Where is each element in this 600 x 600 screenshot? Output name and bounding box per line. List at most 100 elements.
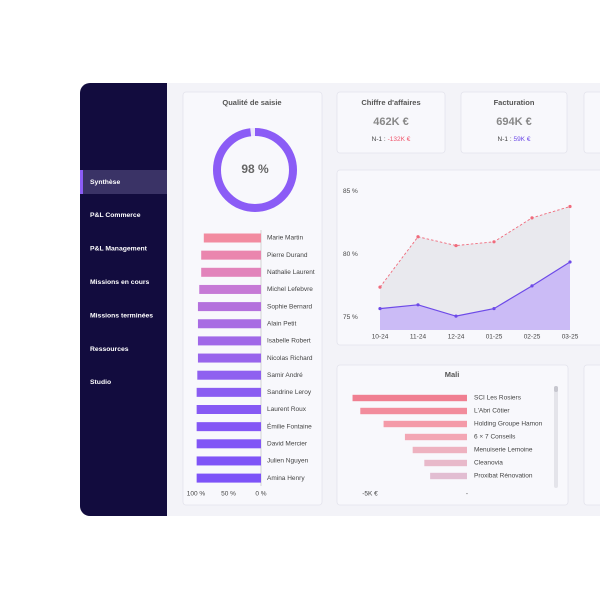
bar (430, 472, 467, 480)
row-label: Menuiserie Lemoine (474, 447, 533, 454)
kpi-n1: N-1 : 59K € (498, 136, 531, 143)
y-tick-label: 75 % (343, 314, 358, 321)
row-label: Isabelle Robert (267, 338, 311, 345)
kpi-value: 694K € (496, 116, 531, 128)
x-tick-label: 0 % (255, 491, 266, 498)
bar (412, 446, 467, 454)
bar (424, 459, 467, 467)
x-tick-label: 11-24 (410, 334, 427, 341)
row-label: Samir André (267, 372, 303, 379)
y-tick-label: 85 % (343, 188, 358, 195)
x-tick-label: -5K € (362, 491, 378, 498)
menu: Synthèse P&L Commerce P&L Management Missio… (80, 170, 167, 386)
point (530, 216, 534, 220)
menu-item[interactable]: Studio (90, 379, 111, 386)
side-panel (583, 364, 600, 506)
kpi-panel (460, 91, 568, 154)
bar (197, 353, 261, 363)
row-label: Sophie Bernard (267, 303, 313, 310)
kpi-n1: N-1 : -132K € (372, 136, 411, 143)
n1-label: N-1 : (498, 136, 512, 143)
menu-item[interactable]: Ressources (90, 346, 129, 353)
x-tick-label: 01-25 (486, 334, 503, 341)
kpi-title: Facturation (494, 98, 535, 107)
n1-label: N-1 : (372, 136, 386, 143)
kpi-title: Chiffre d'affaires (361, 98, 420, 107)
row-label: Alain Petit (267, 320, 296, 327)
bar (196, 473, 261, 483)
row-label: Émilie Fontaine (267, 421, 312, 430)
bar (197, 302, 261, 312)
bar (201, 250, 261, 260)
area (380, 261, 570, 330)
menu-item[interactable]: Synthèse (90, 179, 120, 186)
n1-value: 59K € (513, 136, 530, 143)
x-tick-label: 10-24 (372, 334, 389, 341)
row-label: David Mercier (267, 441, 308, 448)
sidebar (80, 83, 167, 516)
x-tick-label: 03-25 (562, 334, 579, 341)
gauge-arc (213, 128, 297, 212)
bar (196, 405, 261, 414)
menu-item[interactable]: P&L Commerce (90, 212, 141, 219)
row-label: Julien Nguyen (267, 458, 309, 465)
row-label: Sandrine Leroy (267, 389, 312, 396)
bar (383, 420, 467, 428)
quality-title: Qualité de saisie (222, 98, 281, 107)
menu-item[interactable]: Missions en cours (90, 279, 150, 286)
menu-item[interactable]: P&L Management (90, 246, 148, 253)
row-label: Laurent Roux (267, 406, 307, 413)
bar (196, 387, 261, 397)
kpi-value: 462K € (373, 116, 408, 128)
point (416, 235, 420, 239)
x-tick-label: 100 % (187, 491, 206, 498)
row-label: L'Abri Côtier (474, 408, 510, 415)
row-label: Nicolas Richard (267, 355, 313, 362)
n1-value: -132K € (388, 136, 411, 143)
bar (360, 407, 467, 415)
row-label: SCI Les Rosiers (474, 395, 522, 402)
point (378, 306, 382, 311)
x-tick-label: 50 % (221, 491, 236, 498)
row-label: Holding Groupe Hamon (474, 421, 543, 428)
point (454, 243, 458, 248)
row-label: 6 × 7 Conseils (474, 434, 516, 441)
menu-item[interactable]: Missions terminées (90, 312, 153, 319)
bar (196, 439, 261, 449)
point (530, 284, 534, 288)
bar (197, 336, 261, 346)
y-tick-label: 80 % (343, 251, 358, 258)
point (416, 303, 420, 307)
mali-title: Mali (445, 370, 460, 379)
active-indicator (80, 170, 83, 194)
bar (197, 319, 261, 329)
row-label: Amina Henry (267, 475, 305, 482)
bar (203, 233, 261, 243)
x-tick-label: 12-24 (448, 334, 465, 341)
bar (197, 370, 261, 380)
point (492, 240, 496, 244)
row-label: Michel Lefebvre (267, 286, 313, 293)
scroll-thumb[interactable] (554, 386, 558, 392)
active-item-bg (80, 170, 167, 194)
point (568, 204, 572, 209)
charts: 98 % Chiffre d'affaires 462K € N-1 : -132K … (187, 98, 579, 498)
kpi-panel (583, 91, 600, 154)
row-label: Cleanovia (474, 460, 503, 467)
line (379, 261, 571, 317)
x-tick-label: - (466, 491, 468, 498)
row-label: Proxibat Rénovation (474, 473, 533, 480)
bar (199, 284, 261, 294)
kpi-panel (336, 91, 446, 154)
row-label: Marie Martin (267, 235, 304, 242)
bar (404, 433, 467, 441)
bar (196, 422, 261, 432)
point (492, 306, 496, 311)
bar (196, 456, 261, 466)
bar (352, 394, 467, 402)
row-label: Nathalie Laurent (267, 269, 315, 276)
x-tick-label: 02-25 (524, 334, 541, 341)
row-label: Pierre Durand (267, 252, 308, 259)
bar (201, 267, 261, 277)
